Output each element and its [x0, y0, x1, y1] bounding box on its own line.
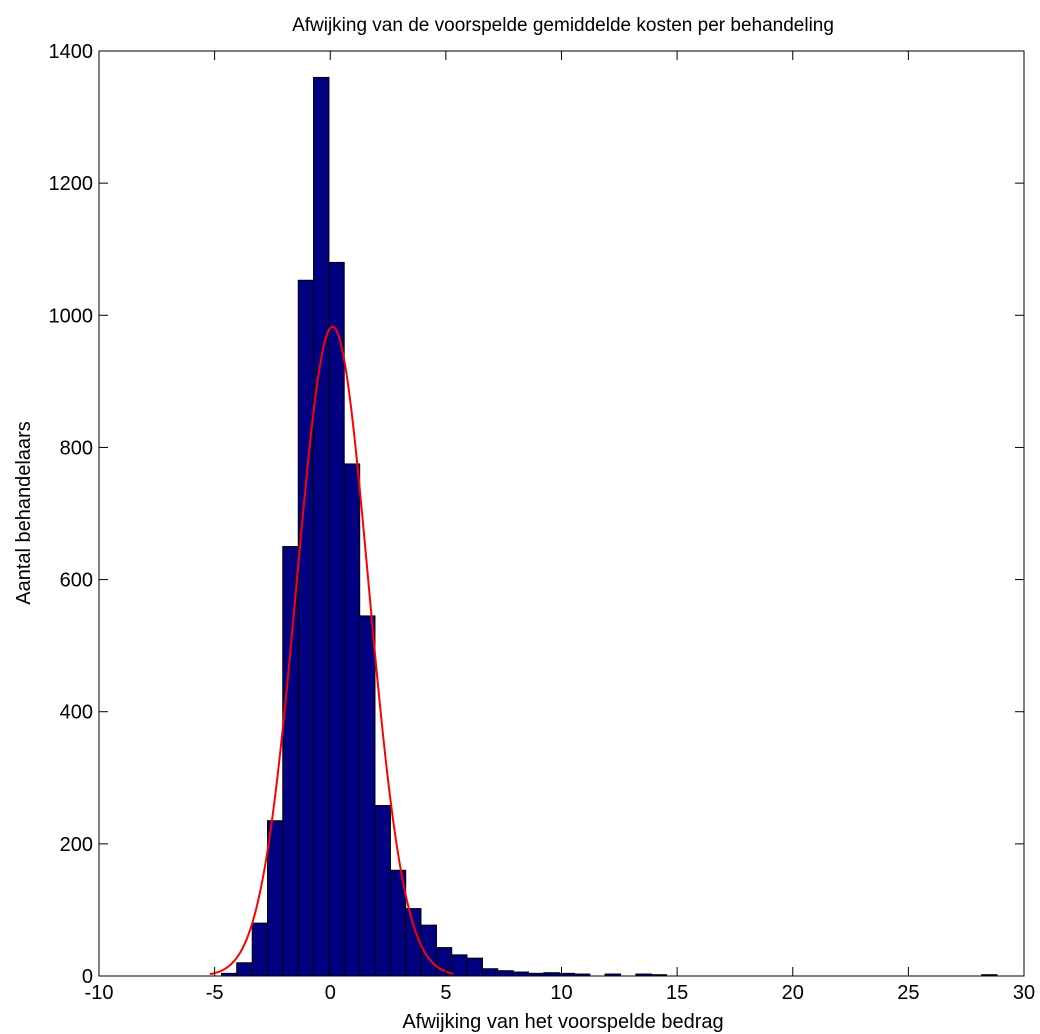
histogram-bar [405, 908, 422, 977]
normal-fit-curve [209, 325, 454, 976]
histogram-bar [267, 820, 284, 977]
y-tick-label: 200 [60, 834, 93, 856]
y-axis-label: Aantal behandelaars [13, 421, 35, 604]
plot-frame [98, 50, 1025, 977]
histogram-bar [328, 261, 345, 977]
histogram-bar [313, 76, 330, 977]
histogram-bar [512, 971, 530, 977]
x-tick-label: -5 [206, 982, 224, 1004]
y-tick-label: 400 [60, 702, 93, 724]
histogram-bar [497, 970, 514, 977]
histogram-bar [466, 957, 483, 977]
histogram-bar [343, 463, 361, 977]
chart-title: Afwijking van de voorspelde gemiddelde k… [292, 15, 834, 36]
x-tick-label: 10 [550, 982, 572, 1004]
x-tick-label: 30 [1013, 982, 1035, 1004]
x-tick-label: 5 [440, 982, 451, 1004]
y-tick-label: 800 [60, 437, 93, 459]
axes-group: -10 -5 0 5 10 15 20 25 30 0 200 400 600 800 1000 1200 14… [49, 41, 1036, 1004]
y-tick-label: 1400 [49, 41, 94, 63]
y-tick-label: 1200 [49, 173, 94, 195]
y-tick-label: 600 [60, 570, 93, 592]
y-tick-label: 1000 [49, 305, 94, 327]
x-tick-label: 15 [666, 982, 688, 1004]
histogram-bar [236, 962, 253, 977]
x-axis-label: Afwijking van het voorspelde bedrag [402, 1011, 723, 1033]
histogram-bar [359, 615, 376, 977]
x-tick-label: -10 [85, 982, 114, 1004]
x-tick-label: 20 [782, 982, 804, 1004]
histogram-bar [251, 922, 269, 977]
histogram-bar [282, 546, 299, 977]
bars-group [220, 76, 998, 977]
histogram-bar [297, 279, 315, 977]
histogram-bar [481, 968, 499, 977]
histogram-bar [374, 805, 391, 977]
histogram-bar [451, 954, 468, 977]
y-tick-label: 0 [82, 966, 93, 988]
x-tick-label: 0 [325, 982, 336, 1004]
x-tick-label: 25 [897, 982, 919, 1004]
